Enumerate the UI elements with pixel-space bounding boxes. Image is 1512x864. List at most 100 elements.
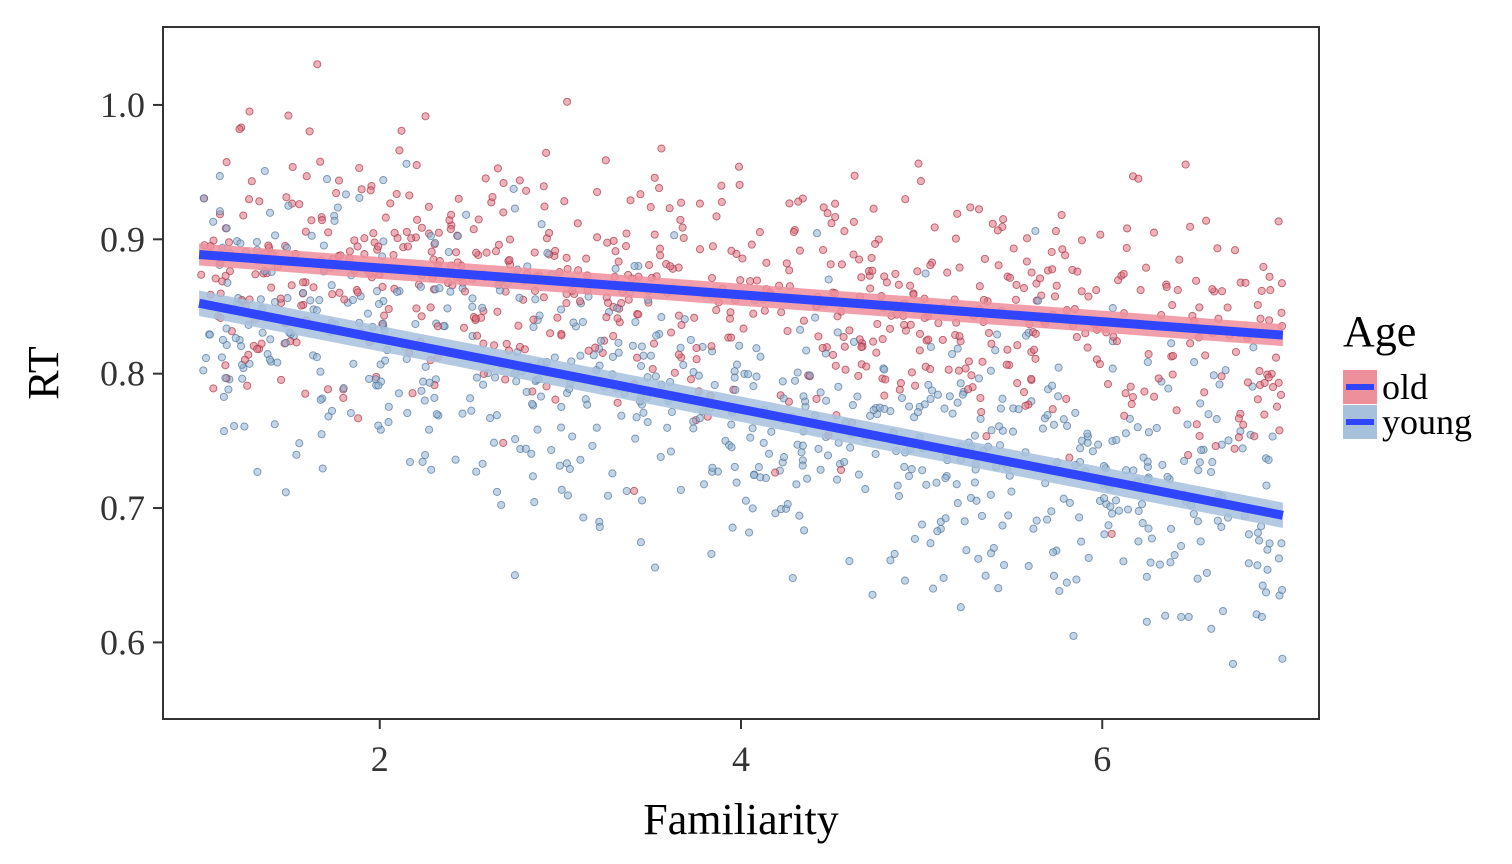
data-point-young: [426, 231, 435, 241]
data-point-old: [636, 190, 645, 199]
y-axis: 0.6 0.7 0.8 0.9 1.0: [100, 85, 163, 662]
data-point-young: [223, 278, 232, 287]
data-point-old: [417, 223, 426, 232]
data-point-old: [760, 306, 769, 315]
data-point-young: [663, 423, 672, 432]
data-point-young: [764, 449, 774, 458]
data-point-old: [982, 432, 991, 441]
data-point-old: [1192, 420, 1201, 429]
data-point-old: [301, 389, 310, 398]
data-point-old: [916, 177, 925, 186]
data-point-young: [1166, 524, 1176, 533]
data-point-young: [384, 418, 393, 427]
data-point-young: [1218, 607, 1228, 616]
data-point-young: [425, 378, 434, 387]
data-point-old: [901, 195, 910, 204]
data-point-young: [1190, 358, 1199, 367]
data-point-young: [822, 396, 831, 405]
data-point-old: [1195, 431, 1204, 441]
data-point-old: [1003, 345, 1012, 354]
data-point-young: [1278, 654, 1287, 663]
data-point-young: [797, 448, 806, 457]
data-point-young: [1261, 588, 1271, 597]
data-point-young: [728, 523, 737, 532]
data-point-young: [1147, 534, 1156, 543]
data-point-young: [1204, 410, 1213, 419]
data-point-old: [1127, 400, 1136, 409]
data-point-young: [1263, 565, 1272, 574]
data-point-young: [731, 385, 740, 394]
data-point-young: [871, 449, 880, 459]
data-point-young: [622, 486, 631, 496]
data-point-old: [881, 375, 890, 384]
data-point-young: [848, 401, 857, 410]
data-point-old: [1272, 402, 1282, 411]
data-point-old: [734, 162, 744, 171]
data-point-old: [1260, 378, 1269, 387]
data-point-old: [1031, 329, 1040, 338]
data-point-young: [970, 478, 979, 487]
data-point-old: [674, 311, 683, 320]
data-point-young: [900, 462, 909, 471]
data-point-young: [1167, 339, 1176, 348]
data-point-young: [435, 284, 444, 293]
data-point-young: [418, 457, 427, 466]
data-point-old: [799, 316, 808, 325]
data-point-young: [656, 452, 665, 461]
data-point-old: [1259, 262, 1268, 271]
data-point-young: [492, 411, 501, 420]
data-point-young: [1008, 427, 1018, 436]
data-point-young: [921, 269, 930, 278]
data-point-young: [998, 394, 1007, 403]
data-point-old: [1136, 286, 1145, 295]
data-point-young: [823, 451, 833, 460]
data-point-young: [316, 367, 325, 376]
data-point-old: [491, 247, 501, 256]
data-point-young: [1134, 537, 1143, 546]
data-point-young: [614, 348, 623, 357]
data-point-young: [411, 319, 420, 329]
data-point-young: [478, 303, 487, 312]
data-point-young: [284, 201, 293, 210]
data-point-old: [1092, 286, 1101, 295]
data-point-old: [674, 350, 683, 359]
data-point-old: [1121, 389, 1130, 398]
data-point-old: [777, 308, 786, 317]
data-point-old: [307, 216, 316, 225]
data-point-young: [1138, 519, 1147, 528]
data-point-young: [981, 571, 990, 580]
data-point-young: [752, 344, 761, 353]
legend-item-old: old: [1343, 367, 1428, 407]
data-point-old: [1168, 301, 1177, 310]
data-point-old: [613, 398, 622, 407]
data-point-old: [397, 126, 406, 135]
data-point-old: [1061, 251, 1070, 260]
data-point-old: [739, 324, 748, 333]
data-point-young: [1244, 559, 1253, 568]
data-point-old: [1057, 210, 1066, 220]
data-point-young: [1212, 415, 1221, 424]
y-tick-label: 0.8: [100, 354, 145, 394]
data-point-young: [694, 371, 703, 380]
data-point-young: [1134, 507, 1143, 516]
data-point-old: [915, 346, 924, 355]
data-point-old: [392, 189, 401, 199]
data-point-young: [994, 584, 1003, 593]
data-point-young: [528, 472, 537, 481]
data-point-young: [230, 421, 239, 431]
data-point-young: [578, 317, 587, 327]
data-point-young: [886, 556, 895, 565]
data-point-old: [789, 227, 798, 237]
data-point-old: [677, 320, 686, 330]
data-point-young: [926, 342, 935, 352]
data-point-young: [1088, 447, 1097, 456]
data-point-old: [317, 216, 327, 225]
data-point-old: [819, 245, 828, 255]
data-point-young: [941, 514, 950, 523]
data-point-young: [790, 376, 800, 385]
data-point-old: [686, 375, 696, 384]
data-point-young: [639, 408, 648, 417]
data-point-young: [568, 432, 577, 441]
data-point-young: [330, 216, 339, 225]
data-point-young: [1144, 428, 1153, 437]
